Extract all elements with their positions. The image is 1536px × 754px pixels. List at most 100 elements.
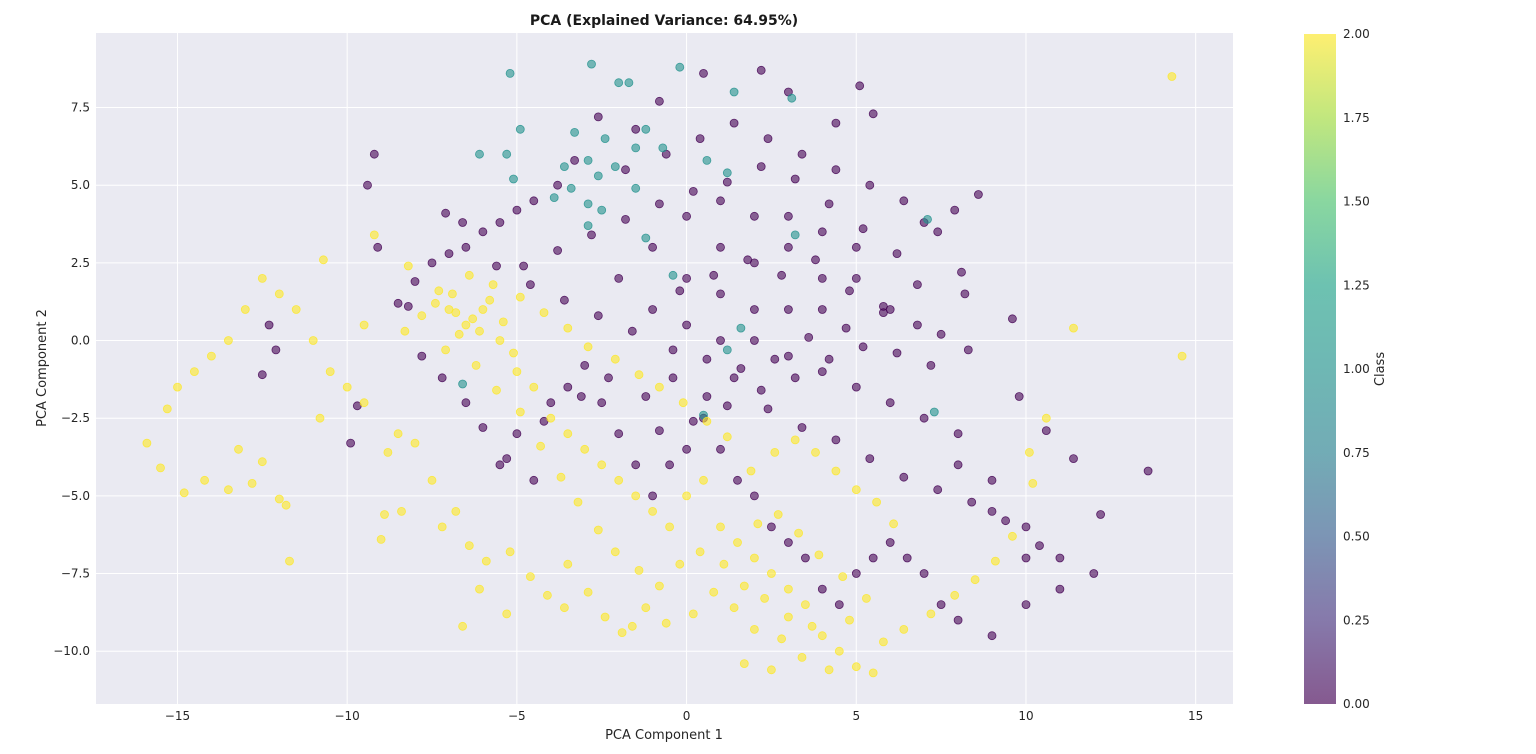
data-point-class-1 <box>583 199 593 209</box>
data-point-class-2 <box>536 441 545 451</box>
data-point-class-2 <box>526 572 535 581</box>
data-point-class-2 <box>695 547 705 557</box>
data-point-class-2 <box>1008 531 1017 541</box>
data-point-class-0 <box>682 320 691 330</box>
data-point-class-0 <box>936 600 946 609</box>
data-point-class-0 <box>393 298 403 308</box>
data-point-class-2 <box>777 634 786 644</box>
data-point-class-0 <box>855 81 865 91</box>
data-point-class-2 <box>709 587 719 597</box>
data-point-class-2 <box>481 556 491 566</box>
data-point-class-0 <box>257 370 267 380</box>
data-point-class-2 <box>617 628 627 637</box>
data-point-class-2 <box>498 317 508 327</box>
data-point-class-2 <box>475 584 484 594</box>
data-point-class-2 <box>461 320 471 330</box>
data-point-class-0 <box>950 205 960 215</box>
data-point-class-2 <box>563 559 573 569</box>
data-point-class-2 <box>872 497 881 507</box>
data-point-class-2 <box>851 485 861 495</box>
data-point-class-2 <box>610 547 620 557</box>
data-point-class-2 <box>400 326 410 336</box>
data-point-class-0 <box>492 261 501 271</box>
data-point-class-0 <box>695 134 705 144</box>
data-point-class-0 <box>865 454 875 464</box>
data-point-class-2 <box>495 336 505 345</box>
colorbar-tick-label: 1.50 <box>1343 195 1370 209</box>
data-point-class-0 <box>858 224 868 234</box>
data-point-class-2 <box>719 559 729 569</box>
data-point-class-2 <box>814 550 824 560</box>
data-point-class-2 <box>868 668 878 678</box>
data-point-class-1 <box>923 214 932 224</box>
data-point-class-1 <box>570 127 579 137</box>
data-point-class-0 <box>688 186 698 196</box>
data-point-class-0 <box>593 311 603 321</box>
data-point-class-2 <box>797 653 807 662</box>
data-point-class-0 <box>851 382 861 392</box>
data-point-class-2 <box>784 612 793 622</box>
data-point-class-2 <box>543 590 552 600</box>
data-point-class-0 <box>363 180 372 190</box>
data-point-class-0 <box>458 218 468 227</box>
data-point-class-2 <box>739 581 749 591</box>
data-point-class-2 <box>274 289 284 299</box>
x-tick-label: −5 <box>508 709 526 723</box>
y-tick-label: −5.0 <box>61 489 90 503</box>
data-point-class-1 <box>787 93 797 103</box>
data-point-class-2 <box>451 506 461 516</box>
y-tick-label: 0.0 <box>71 334 90 348</box>
data-point-class-0 <box>756 65 766 75</box>
data-point-class-0 <box>963 345 973 355</box>
data-point-class-2 <box>285 556 294 566</box>
data-point-class-0 <box>675 286 685 296</box>
data-point-class-0 <box>1021 522 1031 532</box>
data-point-class-0 <box>410 277 420 286</box>
colorbar-ticks: 0.00 0.25 0.50 0.75 1.00 1.25 1.50 1.75 2.00 <box>1343 27 1370 711</box>
data-point-class-1 <box>597 205 607 215</box>
data-point-class-2 <box>156 463 165 473</box>
data-point-class-2 <box>1167 72 1177 81</box>
data-point-class-0 <box>461 398 471 408</box>
data-point-class-0 <box>851 569 861 578</box>
data-point-class-1 <box>736 323 746 333</box>
data-point-class-0 <box>736 364 746 373</box>
data-point-class-0 <box>478 423 488 432</box>
data-point-class-2 <box>515 292 525 302</box>
data-point-class-0 <box>587 230 596 240</box>
data-point-class-2 <box>515 407 525 417</box>
data-point-class-2 <box>206 351 216 361</box>
data-point-class-2 <box>447 289 457 299</box>
data-point-class-2 <box>784 584 793 594</box>
data-point-class-2 <box>729 603 739 613</box>
data-point-class-0 <box>801 553 810 563</box>
data-point-class-0 <box>953 429 963 439</box>
data-point-class-2 <box>478 305 488 314</box>
data-point-class-2 <box>702 416 712 426</box>
y-axis-ticks: −10.0 −7.5 −5.0 −2.5 0.0 2.5 5.0 7.5 <box>53 101 90 659</box>
data-point-class-2 <box>488 280 498 290</box>
data-point-class-2 <box>437 522 447 532</box>
data-point-class-0 <box>784 538 793 547</box>
data-point-class-2 <box>790 435 800 445</box>
data-point-class-2 <box>240 305 250 314</box>
data-point-class-2 <box>464 270 474 280</box>
data-point-class-2 <box>573 497 583 507</box>
data-point-class-0 <box>668 373 678 383</box>
data-point-class-2 <box>417 311 427 321</box>
data-point-class-0 <box>817 227 827 237</box>
data-point-class-0 <box>716 444 725 454</box>
data-point-class-2 <box>223 485 233 495</box>
data-point-class-2 <box>318 255 328 265</box>
data-point-class-1 <box>729 87 739 97</box>
data-point-class-0 <box>865 180 875 190</box>
data-point-class-0 <box>879 301 888 311</box>
data-point-class-0 <box>899 472 909 482</box>
data-point-class-2 <box>257 457 267 467</box>
data-point-class-2 <box>142 438 152 448</box>
data-point-class-2 <box>1069 323 1078 333</box>
data-point-class-0 <box>817 367 827 377</box>
data-point-class-2 <box>699 475 708 485</box>
data-point-class-0 <box>526 280 535 290</box>
data-point-class-2 <box>631 491 641 501</box>
